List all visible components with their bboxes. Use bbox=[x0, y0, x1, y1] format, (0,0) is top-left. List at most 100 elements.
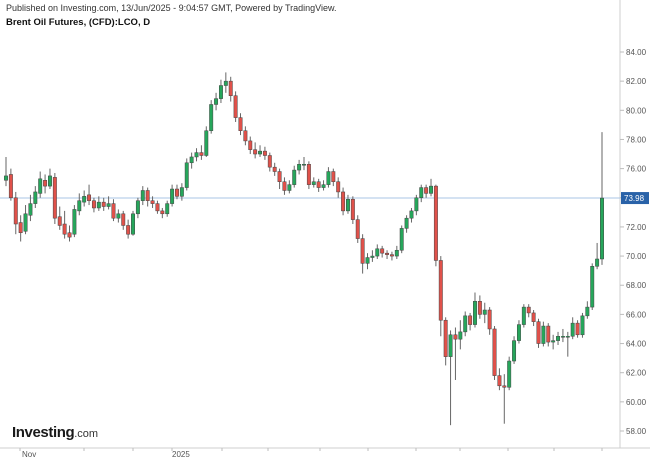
candle-body bbox=[209, 104, 214, 131]
candle-body bbox=[326, 171, 331, 185]
candle-body bbox=[101, 201, 106, 207]
candle-body bbox=[512, 340, 517, 362]
candle-body bbox=[267, 155, 272, 168]
x-tick-label: 2025 bbox=[172, 450, 190, 459]
candle bbox=[316, 178, 321, 192]
candle-body bbox=[72, 209, 77, 235]
candle bbox=[512, 336, 517, 364]
candle-body bbox=[52, 177, 57, 219]
candle bbox=[521, 304, 526, 328]
candle bbox=[311, 177, 316, 188]
candle bbox=[531, 310, 536, 327]
candle-body bbox=[302, 163, 306, 166]
candle bbox=[4, 156, 8, 187]
candle bbox=[546, 323, 551, 347]
candle bbox=[341, 187, 346, 216]
candle bbox=[82, 190, 87, 207]
candle-body bbox=[272, 166, 277, 172]
candle-body bbox=[126, 225, 131, 235]
candle-body bbox=[13, 197, 18, 225]
logo-suffix: .com bbox=[74, 428, 99, 440]
candle-body bbox=[448, 334, 453, 357]
y-tick-label: 66.00 bbox=[626, 310, 647, 319]
candle-body bbox=[160, 210, 165, 215]
candle bbox=[189, 152, 194, 169]
last-price-tag-group: 73.98 bbox=[621, 192, 649, 205]
candle bbox=[448, 330, 453, 426]
y-tick-label: 64.00 bbox=[626, 340, 647, 349]
candle bbox=[443, 317, 448, 366]
candle-body bbox=[541, 325, 546, 344]
candle bbox=[541, 321, 546, 347]
candle-body bbox=[331, 171, 336, 182]
candle-body bbox=[546, 325, 551, 343]
candle bbox=[18, 215, 23, 242]
y-tick-label: 58.00 bbox=[626, 427, 647, 436]
candle-body bbox=[438, 260, 443, 321]
candle-body bbox=[570, 322, 575, 337]
candle-body bbox=[360, 238, 365, 264]
y-tick-label: 76.00 bbox=[626, 165, 647, 174]
candle bbox=[223, 72, 228, 93]
candle-body bbox=[502, 385, 507, 388]
candle bbox=[360, 234, 365, 274]
candle bbox=[536, 318, 541, 348]
candle bbox=[346, 194, 350, 214]
candle bbox=[155, 200, 160, 214]
candle-body bbox=[389, 254, 394, 257]
candle bbox=[580, 312, 585, 338]
candle bbox=[165, 200, 170, 217]
candle-body bbox=[48, 175, 52, 187]
investing-logo: Investing.com bbox=[12, 424, 98, 441]
candle bbox=[233, 91, 238, 122]
candle-body bbox=[194, 152, 199, 158]
candle bbox=[28, 194, 33, 222]
candle-body bbox=[521, 306, 526, 325]
candle-body bbox=[419, 187, 424, 199]
candle bbox=[209, 100, 214, 134]
candle-body bbox=[91, 200, 96, 209]
candle-body bbox=[38, 178, 43, 194]
candle bbox=[204, 126, 209, 157]
candle bbox=[253, 142, 258, 159]
candle bbox=[473, 292, 477, 328]
candle-body bbox=[204, 130, 209, 156]
candle bbox=[150, 196, 155, 208]
candle-body bbox=[238, 117, 243, 131]
candle bbox=[399, 225, 404, 254]
candle bbox=[595, 242, 600, 270]
candle bbox=[116, 209, 121, 223]
candle-body bbox=[487, 309, 492, 330]
candle-body bbox=[595, 258, 600, 267]
candle-body bbox=[526, 306, 531, 314]
candle bbox=[419, 184, 424, 203]
candle-body bbox=[175, 188, 179, 197]
candle-body bbox=[399, 228, 404, 251]
candle bbox=[565, 331, 570, 357]
candle-body bbox=[463, 315, 468, 333]
candle bbox=[87, 184, 92, 206]
y-tick-label: 62.00 bbox=[626, 369, 647, 378]
candle bbox=[375, 244, 380, 259]
candle-body bbox=[253, 149, 258, 155]
candle bbox=[302, 156, 306, 171]
candle bbox=[433, 184, 438, 267]
candle bbox=[355, 215, 360, 243]
candle bbox=[228, 76, 233, 102]
candle-body bbox=[23, 213, 28, 232]
candle-body bbox=[429, 185, 433, 194]
candle bbox=[214, 92, 219, 111]
candle-body bbox=[184, 162, 189, 188]
candle-body bbox=[292, 169, 297, 185]
candle bbox=[409, 207, 414, 223]
instrument-title: Brent Oil Futures, (CFD):LCO, D bbox=[6, 17, 151, 28]
candle-body bbox=[33, 191, 38, 204]
candle-body bbox=[585, 306, 590, 317]
candle-body bbox=[590, 266, 595, 308]
candle-body bbox=[385, 252, 390, 255]
candle-body bbox=[87, 194, 92, 201]
candle-body bbox=[551, 340, 556, 343]
candle-body bbox=[155, 203, 160, 212]
candle bbox=[414, 194, 419, 216]
